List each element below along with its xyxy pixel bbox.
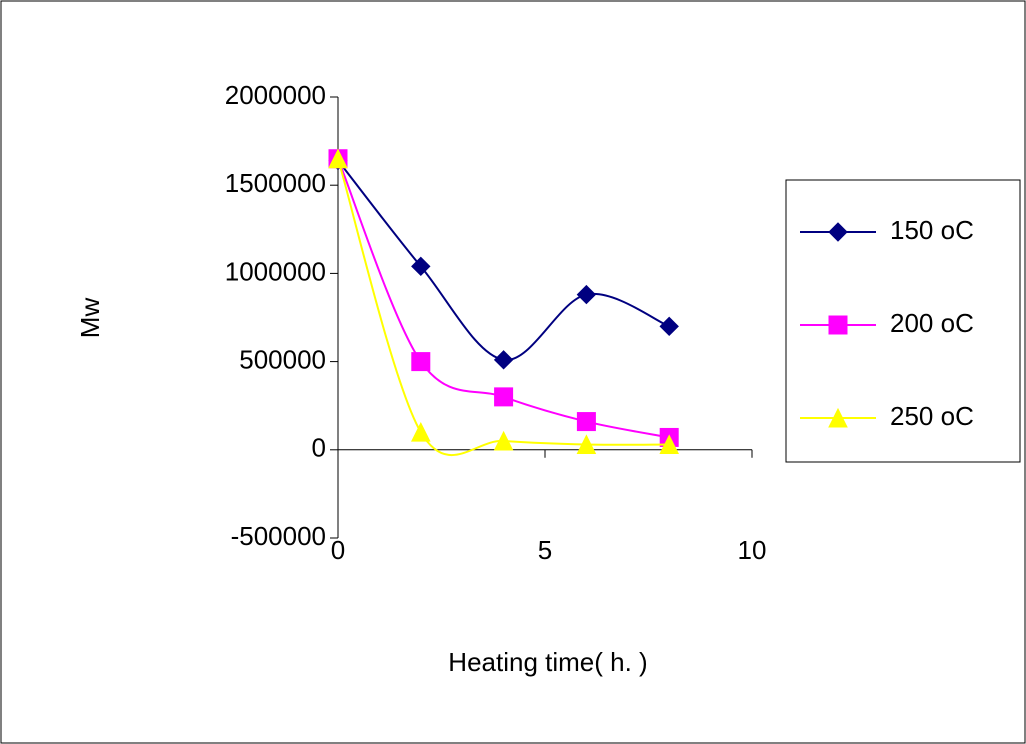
series-line xyxy=(337,158,670,456)
data-point xyxy=(411,256,431,277)
y-axis-label: Mw xyxy=(75,298,105,339)
legend-marker xyxy=(828,222,848,242)
y-tick-label: 500000 xyxy=(239,344,326,374)
legend-label: 150 oC xyxy=(890,215,974,245)
x-axis-label: Heating time( h. ) xyxy=(448,647,647,677)
x-tick-label: 10 xyxy=(738,535,767,565)
y-tick-label: 2000000 xyxy=(225,80,326,110)
y-tick-label: 1000000 xyxy=(225,256,326,286)
data-point xyxy=(576,412,596,432)
data-point xyxy=(328,148,348,169)
legend-marker xyxy=(828,315,848,335)
data-point xyxy=(411,352,431,372)
data-point xyxy=(576,284,597,305)
y-tick-label: 1500000 xyxy=(225,168,326,198)
data-point xyxy=(659,434,680,455)
series-line xyxy=(337,158,670,439)
legend-box xyxy=(785,179,1021,463)
legend-label: 200 oC xyxy=(890,308,974,338)
data-point xyxy=(494,387,514,407)
y-tick-label: -500000 xyxy=(231,521,326,551)
x-tick-label: 0 xyxy=(331,535,345,565)
legend-marker xyxy=(828,407,848,428)
data-point xyxy=(410,422,431,442)
legend-label: 250 oC xyxy=(890,401,974,431)
data-point xyxy=(576,434,597,455)
x-tick-label: 5 xyxy=(538,535,552,565)
data-point xyxy=(659,316,679,337)
y-tick-label: 0 xyxy=(312,433,326,463)
data-point xyxy=(493,430,514,451)
data-point xyxy=(493,350,514,370)
